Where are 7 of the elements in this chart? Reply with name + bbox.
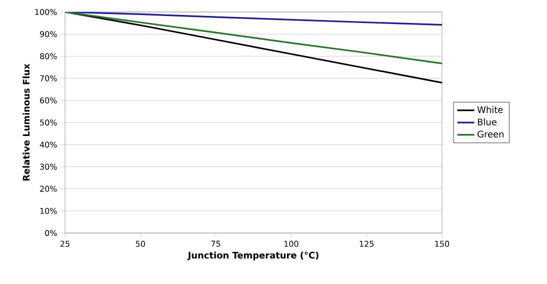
line-series [65,12,442,64]
legend-label: Green [478,130,504,138]
x-axis-title: Junction Temperature (°C) [187,252,318,260]
y-axis-title: Relative Luminous Flux [22,64,30,181]
legend-label: White [477,106,503,114]
line-series [65,12,442,84]
legend-label: Blue [478,118,496,126]
